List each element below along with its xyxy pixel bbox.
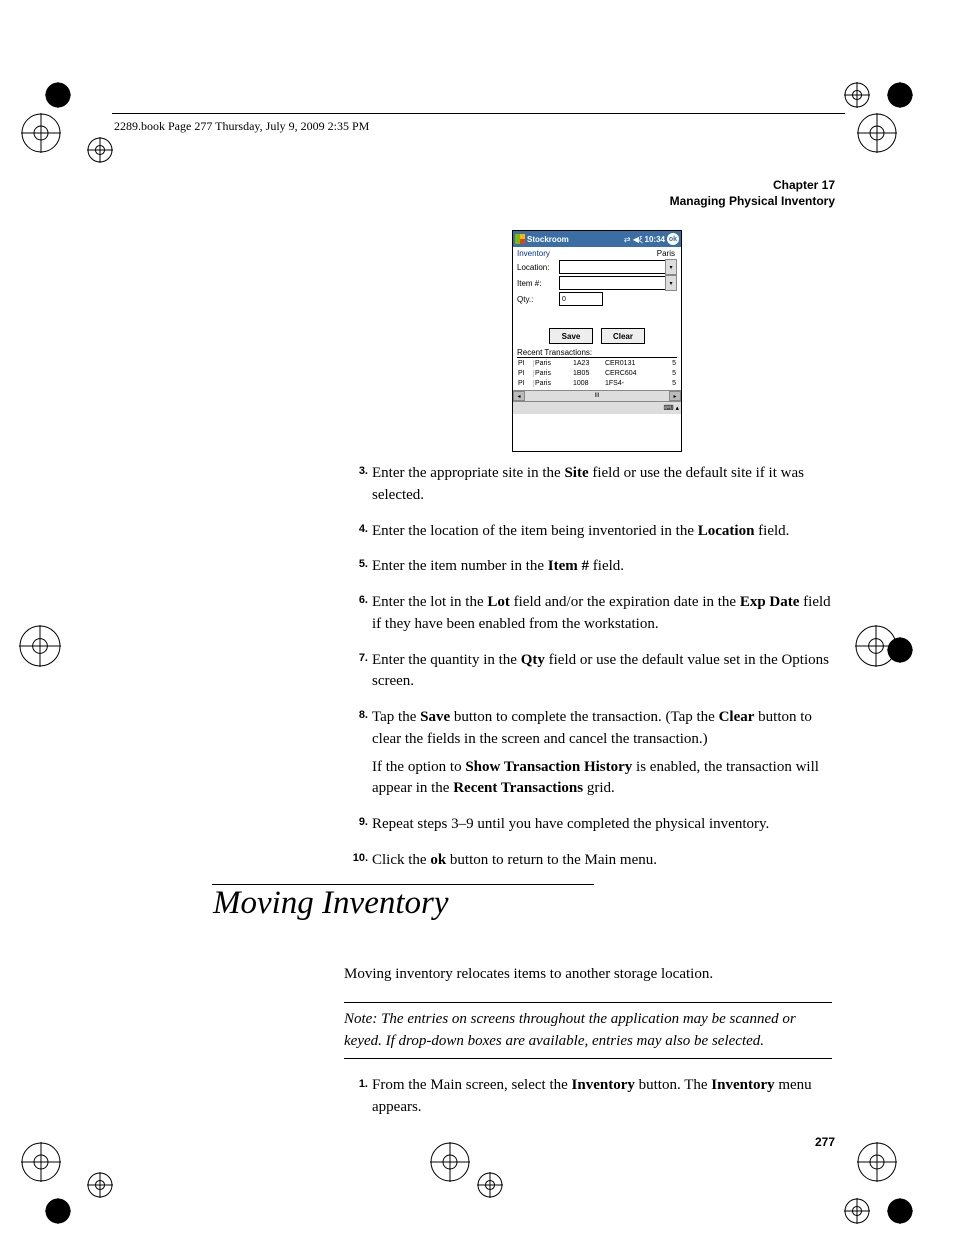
step-number: 10.: [344, 850, 372, 878]
steps-list: 3.Enter the appropriate site in the Site…: [344, 463, 832, 886]
table-row: PI Paris 1008 1FS4- 5: [517, 378, 677, 388]
registration-mark: [21, 1142, 61, 1182]
registration-mark: [887, 1198, 913, 1224]
step-text: Enter the lot in the Lot field and/or th…: [372, 592, 832, 642]
registration-mark: [887, 82, 913, 108]
step-item: 7.Enter the quantity in the Qty field or…: [344, 650, 832, 700]
header-page-info: 2289.book Page 277 Thursday, July 9, 200…: [114, 119, 369, 134]
location-label: Location:: [517, 263, 559, 272]
registration-mark: [887, 637, 913, 663]
step-item: 6.Enter the lot in the Lot field and/or …: [344, 592, 832, 642]
step-text: From the Main screen, select the Invento…: [372, 1075, 832, 1125]
registration-mark: [45, 82, 71, 108]
ok-button[interactable]: ok: [667, 233, 679, 245]
save-button[interactable]: Save: [549, 328, 593, 344]
registration-mark: [87, 137, 113, 163]
step-item: 5.Enter the item number in the Item # fi…: [344, 556, 832, 584]
table-row: PI Paris 1B05 CERC604 5: [517, 368, 677, 378]
header-rule: [112, 113, 845, 114]
note-box: Note: The entries on screens throughout …: [344, 1002, 832, 1060]
signal-icon: ⇄ ◀ξ: [624, 235, 643, 244]
registration-mark: [857, 1142, 897, 1182]
location-dropdown-icon[interactable]: ▾: [665, 259, 677, 275]
registration-mark: [844, 82, 870, 108]
recent-transactions-table: PI Paris 1A23 CER0131 5PI Paris 1B05 CER…: [517, 357, 677, 388]
qty-label: Qty.:: [517, 295, 559, 304]
step-item: 4.Enter the location of the item being i…: [344, 521, 832, 549]
step-text: Enter the item number in the Item # fiel…: [372, 556, 832, 584]
step-text: Repeat steps 3–9 until you have complete…: [372, 814, 832, 842]
step-text: Enter the quantity in the Qty field or u…: [372, 650, 832, 700]
step-number: 3.: [344, 463, 372, 513]
registration-mark: [87, 1172, 113, 1198]
qty-field[interactable]: 0: [559, 292, 603, 306]
step-text: Enter the location of the item being inv…: [372, 521, 832, 549]
window-title: Stockroom: [527, 235, 569, 244]
chapter-header: Chapter 17 Managing Physical Inventory: [670, 177, 835, 209]
step-number: 7.: [344, 650, 372, 700]
window-titlebar: Stockroom ⇄ ◀ξ 10:34 ok: [513, 231, 681, 247]
recent-transactions-label: Recent Transactions:: [517, 348, 677, 357]
page-number: 277: [815, 1135, 835, 1149]
step-text: Click the ok button to return to the Mai…: [372, 850, 832, 878]
section-title: Moving Inventory: [213, 885, 449, 922]
step-number: 9.: [344, 814, 372, 842]
step-number: 1.: [344, 1075, 372, 1125]
step-number: 5.: [344, 556, 372, 584]
step-text: Enter the appropriate site in the Site f…: [372, 463, 832, 513]
scroll-right-icon[interactable]: ▸: [669, 391, 681, 401]
step-number: 8.: [344, 707, 372, 806]
horizontal-scrollbar[interactable]: ◂ III ▸: [513, 390, 681, 401]
step-text: Tap the Save button to complete the tran…: [372, 707, 832, 806]
table-row: PI Paris 1A23 CER0131 5: [517, 358, 677, 368]
scroll-left-icon[interactable]: ◂: [513, 391, 525, 401]
step-number: 4.: [344, 521, 372, 549]
item-label: Item #:: [517, 279, 559, 288]
registration-mark: [19, 625, 61, 667]
item-field[interactable]: [559, 276, 666, 290]
step-item: 9.Repeat steps 3–9 until you have comple…: [344, 814, 832, 842]
step-item: 10.Click the ok button to return to the …: [344, 850, 832, 878]
registration-mark: [857, 113, 897, 153]
section-body: Moving inventory relocates items to anot…: [344, 949, 832, 1133]
chapter-number: Chapter 17: [670, 177, 835, 193]
registration-mark: [844, 1198, 870, 1224]
inventory-label: Inventory: [517, 249, 550, 258]
clear-button[interactable]: Clear: [601, 328, 645, 344]
sip-bar[interactable]: ⌨ ▴: [513, 401, 681, 414]
step-number: 6.: [344, 592, 372, 642]
stockroom-screenshot: Stockroom ⇄ ◀ξ 10:34 ok Inventory Paris …: [512, 230, 682, 452]
scroll-track[interactable]: III: [525, 393, 669, 399]
chapter-title: Managing Physical Inventory: [670, 193, 835, 209]
registration-mark: [430, 1142, 470, 1182]
registration-mark: [21, 113, 61, 153]
location-field[interactable]: [559, 260, 666, 274]
registration-mark: [477, 1172, 503, 1198]
section-intro: Moving inventory relocates items to anot…: [344, 964, 832, 986]
site-value: Paris: [657, 249, 677, 258]
windows-icon: [515, 234, 525, 244]
step-item: 3.Enter the appropriate site in the Site…: [344, 463, 832, 513]
item-dropdown-icon[interactable]: ▾: [665, 275, 677, 291]
step-item: 8.Tap the Save button to complete the tr…: [344, 707, 832, 806]
clock: 10:34: [645, 235, 665, 244]
registration-mark: [45, 1198, 71, 1224]
